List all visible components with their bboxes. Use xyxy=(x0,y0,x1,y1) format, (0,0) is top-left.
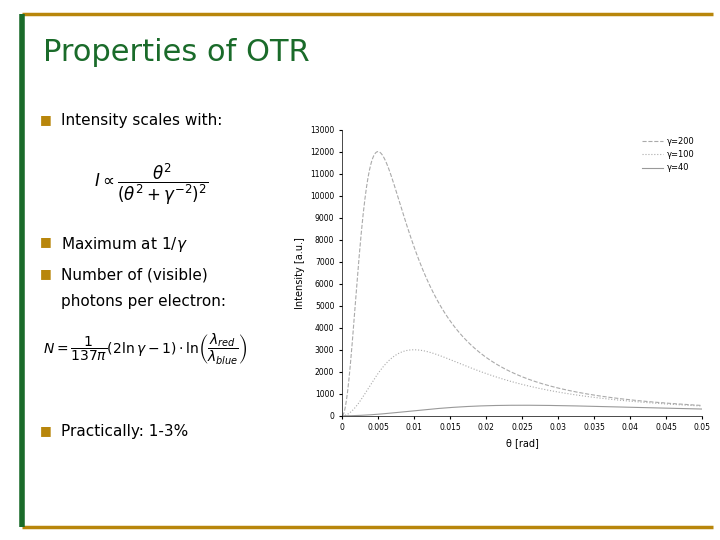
Text: Intensity scales with:: Intensity scales with: xyxy=(61,113,222,129)
Text: ■: ■ xyxy=(40,267,51,280)
Legend: γ=200, γ=100, γ=40: γ=200, γ=100, γ=40 xyxy=(639,134,698,176)
Text: Number of (visible): Number of (visible) xyxy=(61,267,208,282)
X-axis label: θ [rad]: θ [rad] xyxy=(505,438,539,448)
Text: Maximum at 1/$\gamma$: Maximum at 1/$\gamma$ xyxy=(61,235,188,254)
Y-axis label: Intensity [a.u.]: Intensity [a.u.] xyxy=(294,237,305,309)
Text: Properties of OTR: Properties of OTR xyxy=(43,38,310,67)
Text: Practically: 1-3%: Practically: 1-3% xyxy=(61,424,189,439)
Text: ■: ■ xyxy=(40,235,51,248)
Text: ■: ■ xyxy=(40,113,51,126)
Text: $I \propto \dfrac{\theta^2}{(\theta^2 + \gamma^{-2})^2}$: $I \propto \dfrac{\theta^2}{(\theta^2 + … xyxy=(94,162,208,207)
Text: photons per electron:: photons per electron: xyxy=(61,294,226,309)
Text: ■: ■ xyxy=(40,424,51,437)
Text: $N = \dfrac{1}{137\pi}(2\ln\gamma - 1) \cdot \ln\!\left(\dfrac{\lambda_{red}}{\l: $N = \dfrac{1}{137\pi}(2\ln\gamma - 1) \… xyxy=(43,332,248,367)
